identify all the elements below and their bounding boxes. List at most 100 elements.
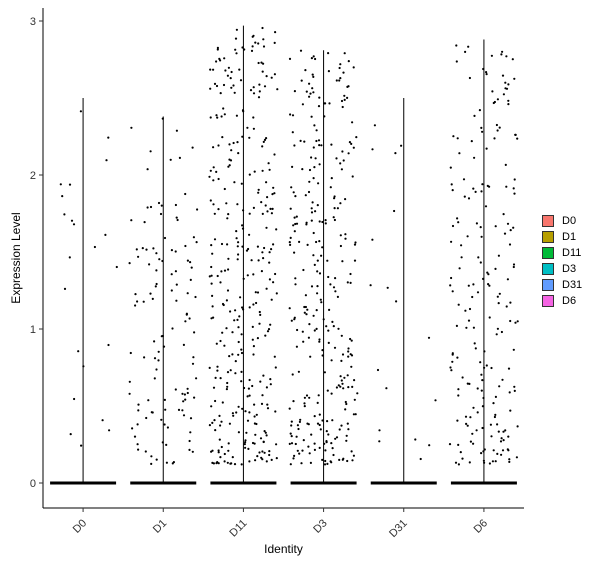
data-point (136, 300, 139, 303)
data-point (220, 420, 223, 423)
data-point (223, 344, 226, 347)
data-point (501, 50, 504, 53)
data-point (189, 417, 193, 420)
data-point (265, 434, 268, 437)
data-point (260, 402, 264, 405)
data-point (497, 430, 500, 433)
data-point (191, 146, 194, 149)
data-point (344, 233, 347, 236)
data-point (483, 350, 486, 353)
data-point (371, 238, 374, 241)
data-point (294, 222, 297, 226)
data-point (336, 207, 339, 210)
data-point (268, 278, 271, 281)
data-point (351, 459, 354, 462)
data-point (190, 266, 193, 269)
data-point (498, 292, 501, 295)
data-point (263, 246, 266, 250)
data-point (344, 408, 347, 411)
data-point (514, 321, 517, 324)
data-point (494, 395, 497, 398)
data-point (468, 461, 471, 464)
data-point (513, 389, 516, 392)
data-point (230, 86, 233, 89)
data-point (496, 452, 499, 455)
data-point (492, 402, 495, 405)
data-point (290, 442, 294, 445)
data-point (504, 81, 507, 84)
data-point (310, 115, 313, 118)
data-point (332, 453, 335, 457)
data-point (128, 380, 131, 383)
data-point (290, 420, 293, 423)
data-point (240, 380, 243, 383)
data-point (263, 85, 267, 88)
data-point (497, 254, 500, 257)
data-point (289, 463, 292, 466)
data-point (508, 460, 511, 463)
data-point (312, 55, 315, 58)
data-point (263, 138, 267, 141)
data-point (476, 411, 479, 414)
data-point (249, 89, 253, 92)
data-point (266, 196, 269, 199)
data-point (160, 204, 163, 207)
data-point (252, 353, 255, 356)
data-point (500, 437, 503, 440)
data-point (308, 452, 311, 455)
data-point (264, 334, 267, 337)
data-point (303, 311, 306, 314)
data-point (216, 46, 219, 50)
data-point (210, 244, 213, 247)
data-point (232, 84, 235, 87)
data-point (296, 424, 299, 427)
x-tick-label: D0 (71, 517, 89, 535)
legend-item-D31: D31 (542, 277, 582, 293)
data-point (302, 340, 305, 343)
data-point (234, 48, 237, 51)
data-point (292, 400, 295, 403)
data-point (221, 136, 224, 139)
data-point (450, 183, 453, 186)
data-point (259, 313, 262, 316)
data-point (130, 126, 133, 129)
data-point (253, 415, 256, 418)
data-point (226, 381, 229, 385)
data-point (296, 328, 299, 332)
data-point (321, 354, 324, 357)
data-point (238, 68, 241, 71)
data-point (332, 325, 335, 328)
data-point (324, 222, 327, 225)
data-point (214, 399, 217, 403)
data-point (220, 270, 223, 273)
data-point (226, 371, 230, 374)
data-point (487, 273, 490, 276)
data-point (246, 126, 249, 129)
data-point (233, 181, 236, 184)
data-point (320, 254, 323, 257)
data-point (301, 103, 304, 106)
data-point (216, 461, 219, 464)
data-point (247, 447, 250, 450)
data-point (272, 186, 275, 189)
zero-points-D0 (50, 481, 117, 485)
data-point (326, 462, 329, 465)
data-point (512, 226, 515, 229)
data-point (235, 237, 238, 240)
data-point (211, 252, 214, 255)
x-tick-label: D31 (387, 517, 410, 540)
data-point (485, 364, 488, 367)
data-point (414, 438, 417, 441)
data-point (327, 341, 330, 344)
data-point (290, 319, 293, 322)
data-point (252, 345, 255, 348)
data-point (141, 247, 144, 250)
data-point (270, 248, 273, 251)
data-point (320, 144, 323, 147)
data-point (172, 461, 175, 464)
data-point (493, 137, 496, 140)
data-point (211, 461, 214, 464)
data-point (251, 338, 254, 341)
data-point (310, 156, 313, 159)
data-point (254, 41, 257, 44)
